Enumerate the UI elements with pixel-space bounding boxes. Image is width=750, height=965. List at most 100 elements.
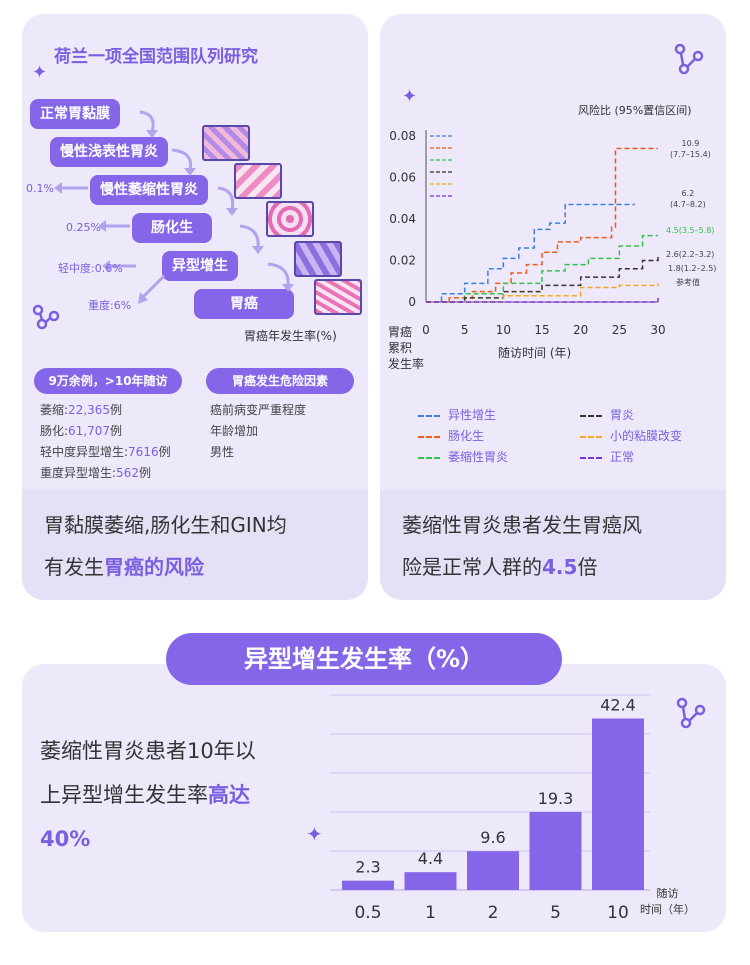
bottom-text-line-2: 上异型增生发生率高达 [40, 783, 250, 807]
bar-category-label: 5 [550, 903, 561, 923]
bar-value-label: 42.4 [600, 696, 636, 715]
section-title-banner: 异型增生发生率（%） [166, 633, 562, 685]
y-tick-label: 0.04 [389, 212, 416, 226]
bar-value-label: 19.3 [538, 789, 574, 808]
y-tick-label: 0.02 [389, 254, 416, 268]
risk-factor-male: 男性 [210, 445, 235, 459]
sparkle-icon: ✦ [402, 86, 418, 107]
km-ylabel-line: 胃癌 [388, 325, 413, 339]
bar-value-label: 9.6 [480, 828, 505, 847]
legend-swatch [580, 414, 602, 417]
y-tick-label: 0.08 [389, 129, 416, 143]
km-series-line [426, 297, 659, 303]
bar-category-label: 2 [488, 903, 499, 923]
flow-arrows [54, 110, 294, 304]
left-card: ✦ 荷兰一项全国范围队列研究 正常胃黏膜 慢性浅表性胃炎 慢性萎缩性胃炎 肠化生… [22, 14, 368, 600]
y-tick-label: 0.06 [389, 171, 416, 185]
cohort-pill: 9万余例，>10年随访 [34, 368, 182, 394]
molecule-icon [672, 42, 706, 80]
right-summary-line-2: 险是正常人群的4.5倍 [402, 555, 598, 579]
molecule-icon [32, 304, 60, 334]
bar [342, 880, 394, 890]
x-tick-label: 10 [496, 323, 511, 337]
hr-label-atrophic: 4.5(3.5–5.8) [666, 226, 715, 235]
rate-severe-dysplasia: 重度:6% [88, 299, 132, 312]
legend-item: 小的粘膜改变 [580, 427, 682, 444]
risk-factor-age: 年龄增加 [210, 424, 259, 438]
km-series-line [426, 147, 658, 303]
hr-label-dysplasia: 10.9 (7.7–15.4) [670, 139, 711, 159]
left-summary-line-2: 有发生胃癌的风险 [44, 555, 204, 579]
km-chart: 0.08 0.06 0.04 0.02 00 5 10 15 20 25 30 [389, 129, 665, 337]
bar [592, 718, 644, 890]
bar-category-label: 0.5 [354, 903, 381, 923]
rate-mild-dysplasia: 轻中度:0.6% [58, 262, 123, 275]
section-title: 异型增生发生率（%） [243, 645, 485, 673]
bar-category-label: 1 [425, 903, 436, 923]
step-superficial-gastritis: 慢性浅表性胃炎 [50, 137, 168, 167]
step-gastric-cancer: 胃癌 [194, 289, 294, 319]
legend-item: 胃炎 [580, 406, 634, 423]
legend-swatch [418, 456, 440, 459]
bar-x-axis-label: 随访 时间（年） [640, 887, 695, 916]
x-tick-label: 0 [422, 323, 430, 337]
left-card-summary-panel [22, 490, 368, 600]
sparkle-icon: ✦ [32, 62, 48, 83]
legend-swatch [580, 435, 602, 438]
histology-image-3 [266, 201, 314, 237]
x-tick-label: 5 [461, 323, 469, 337]
sparkle-icon: ✦ [306, 822, 323, 846]
histology-image-4 [294, 241, 342, 277]
km-ylabel-line: 累积 [388, 341, 413, 355]
molecule-icon [674, 696, 708, 734]
right-card: ✦ 风险比 (95%置信区间) 0.08 0.06 0.04 0.02 0 0 5 10 15 2… [380, 14, 726, 600]
legend-swatch [418, 414, 440, 417]
legend-item: 萎缩性胃炎 [418, 448, 508, 465]
risk-factor-severity: 癌前病变严重程度 [210, 403, 307, 417]
km-ylabel-line: 发生率 [388, 357, 425, 371]
histology-image-1 [202, 125, 250, 161]
step-dysplasia: 异型增生 [162, 251, 238, 281]
hr-label-gastritis: 2.6(2.2–3.2) [666, 250, 715, 259]
legend-swatch [418, 435, 440, 438]
rate-caption: 胃癌年发生率(%) [244, 329, 337, 343]
step-atrophic-gastritis: 慢性萎缩性胃炎 [90, 175, 208, 205]
hr-label-minor-changes: 1.8(1.2–2.5) [668, 264, 717, 273]
legend-swatch [580, 456, 602, 459]
km-series-line [426, 283, 659, 303]
right-summary-line-1: 萎缩性胃炎患者发生胃癌风 [402, 513, 642, 537]
hr-header: 风险比 (95%置信区间) [578, 104, 692, 117]
bar [404, 872, 457, 890]
risk-pill: 胃癌发生危险因素 [206, 368, 354, 394]
bar-value-label: 2.3 [355, 858, 380, 877]
stat-atrophy: 萎缩:22,365例 [40, 403, 123, 417]
bottom-text-line-3: 40% [40, 827, 91, 851]
legend-item: 异性增生 [418, 406, 496, 423]
x-tick-label: 15 [534, 323, 549, 337]
right-card-summary-panel [380, 490, 726, 600]
hr-label-reference: 参考值 [676, 278, 700, 287]
x-tick-label: 20 [573, 323, 588, 337]
card-title: 荷兰一项全国范围队列研究 [54, 47, 258, 67]
step-normal-mucosa: 正常胃黏膜 [30, 99, 120, 129]
km-ylabel: 胃癌 累积 发生率 [388, 324, 424, 372]
stat-severe-dysplasia: 重度异型增生:562例 [40, 466, 151, 480]
bar [529, 811, 582, 890]
histology-image-5 [314, 279, 362, 315]
km-series-line [426, 256, 659, 303]
bar-value-label: 4.4 [418, 849, 443, 868]
km-series-line [426, 234, 658, 303]
legend-item: 正常 [580, 448, 634, 465]
y-tick-label: 0 [408, 295, 416, 309]
x-tick-label: 30 [650, 323, 665, 337]
rate-metaplasia: 0.25% [66, 221, 101, 234]
km-series-line [426, 203, 635, 303]
bar-category-label: 10 [607, 903, 629, 923]
histology-image-2 [234, 163, 282, 199]
legend-item: 肠化生 [418, 427, 484, 444]
step-metaplasia: 肠化生 [132, 213, 212, 243]
bar [467, 851, 519, 890]
rate-atrophic: 0.1% [26, 182, 54, 195]
km-xlabel: 随访时间 (年) [498, 346, 572, 360]
